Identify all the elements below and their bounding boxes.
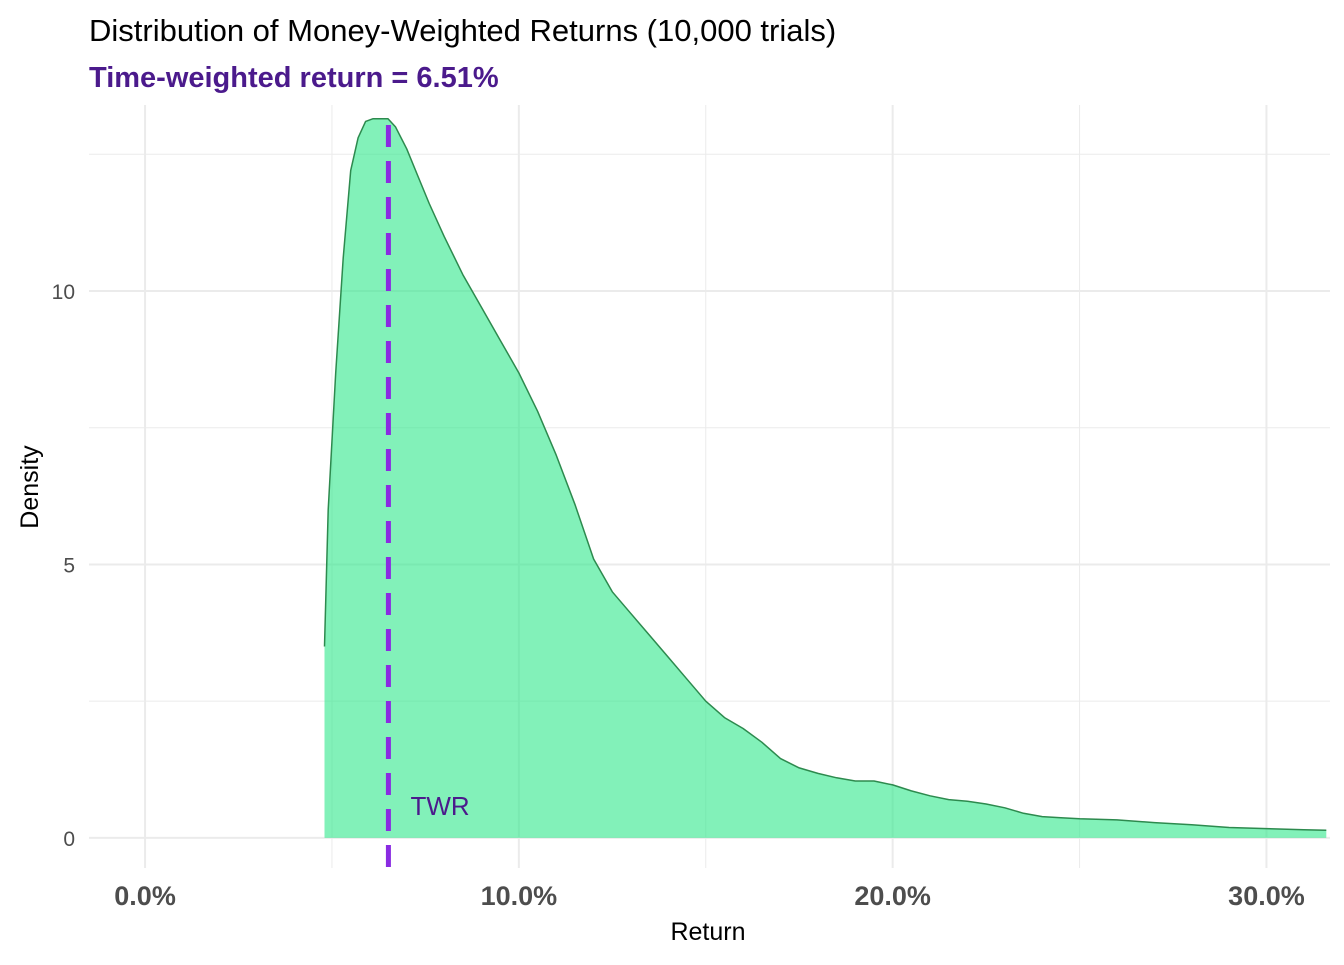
density-area <box>324 118 1327 838</box>
y-tick-label: 5 <box>63 554 75 577</box>
twr-annotation-label: TWR <box>410 791 469 821</box>
y-tick-label: 10 <box>52 281 75 304</box>
chart-subtitle: Time-weighted return = 6.51% <box>89 62 499 94</box>
x-tick-label: 30.0% <box>1228 881 1305 911</box>
density-area-layer <box>323 117 1327 838</box>
x-tick-label: 20.0% <box>854 881 931 911</box>
y-axis-label: Density <box>16 445 44 529</box>
x-axis-label: Return <box>670 918 745 946</box>
y-axis-tick-labels: 0 5 10 <box>52 281 75 851</box>
x-tick-label: 0.0% <box>114 881 176 911</box>
major-gridlines <box>89 105 1330 868</box>
x-tick-label: 10.0% <box>481 881 558 911</box>
density-outline <box>323 117 1327 832</box>
y-tick-label: 0 <box>63 828 75 851</box>
minor-gridlines <box>89 105 1330 868</box>
chart-title: Distribution of Money-Weighted Returns (… <box>89 13 836 48</box>
x-axis-tick-labels: 0.0% 10.0% 20.0% 30.0% <box>114 881 1304 911</box>
